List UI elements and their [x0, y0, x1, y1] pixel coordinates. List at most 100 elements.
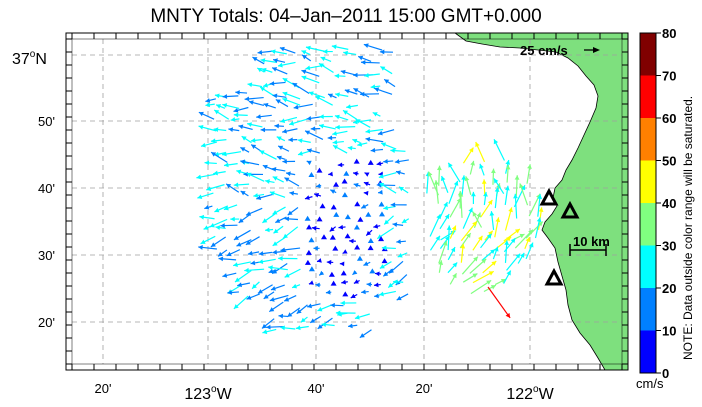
current-vector-head	[472, 211, 478, 217]
current-vector-head	[367, 245, 374, 251]
current-vector-head	[369, 268, 376, 274]
current-vector-head	[280, 325, 285, 331]
current-vector-head	[353, 158, 360, 164]
current-vector-head	[246, 172, 252, 178]
current-vector-head	[306, 160, 312, 166]
current-vector-head	[363, 181, 369, 187]
current-vector-head	[488, 271, 494, 276]
current-vector-head	[318, 63, 324, 68]
current-vector-head	[205, 102, 211, 108]
current-vector-head	[504, 240, 510, 245]
site-triangle-icon	[539, 187, 559, 206]
current-vector-head	[490, 249, 495, 254]
current-vector-head	[301, 50, 307, 55]
current-vector-head	[204, 204, 210, 210]
current-vector-head	[475, 142, 480, 148]
current-vector-head	[333, 145, 339, 150]
current-vector-head	[365, 128, 371, 134]
current-vector-head	[256, 195, 262, 201]
site-triangle-icon	[544, 267, 564, 286]
current-vector-head	[367, 237, 374, 243]
current-vector-head	[341, 192, 348, 198]
current-vector-head	[344, 89, 350, 94]
current-vector-head	[238, 124, 244, 130]
current-vector-head	[458, 192, 464, 197]
current-vector-head	[248, 100, 254, 105]
current-vector-head	[314, 192, 320, 198]
current-vector-head	[506, 270, 511, 276]
current-vector-head	[479, 163, 484, 169]
current-vector-head	[214, 93, 220, 99]
current-vector-head	[241, 136, 247, 141]
current-vector-head	[293, 104, 299, 110]
current-vector-head	[240, 159, 246, 165]
current-vector-head	[340, 270, 347, 276]
current-vector-head	[375, 271, 380, 277]
current-vector-head	[383, 271, 389, 277]
current-vector-head	[468, 207, 473, 213]
current-vector-head	[305, 249, 312, 255]
current-vector-head	[227, 290, 232, 295]
current-vector-head	[247, 250, 253, 256]
current-vector-head	[206, 186, 212, 191]
current-vector-head	[489, 211, 495, 216]
reference-vector-head	[593, 47, 600, 53]
radar-sites	[539, 187, 580, 286]
current-vector-head	[515, 253, 521, 259]
current-vector-head	[222, 273, 228, 278]
current-vector-head	[266, 324, 271, 330]
current-vector-head	[481, 179, 487, 184]
current-vector-head	[384, 79, 390, 84]
current-vector-head	[261, 323, 267, 329]
current-vector-head	[240, 147, 246, 152]
current-vector-head	[491, 261, 497, 266]
current-vector-head	[341, 279, 347, 285]
current-vector-head	[226, 251, 232, 257]
current-vector-head	[505, 312, 511, 318]
current-vector-head	[288, 137, 293, 143]
current-vector-head	[200, 142, 206, 148]
current-vector-head	[235, 90, 240, 95]
reference-vector: 25 cm/s	[520, 43, 600, 58]
current-vector-head	[357, 141, 363, 147]
current-vector-head	[315, 96, 321, 101]
current-vector-head	[216, 104, 222, 109]
current-vector-head	[278, 256, 283, 261]
current-vector-head	[342, 249, 348, 254]
current-vector-head	[269, 81, 275, 86]
current-vector-head	[306, 224, 313, 230]
colorbar-tick-label: 60	[662, 111, 676, 126]
current-vector-head	[282, 159, 287, 164]
current-vector-head	[527, 164, 532, 169]
current-vector-head	[358, 55, 364, 61]
current-vector-head	[438, 260, 444, 266]
current-vector-head	[329, 226, 335, 232]
current-vector-head	[244, 267, 249, 273]
coastline-land	[453, 32, 629, 371]
current-vector-head	[353, 183, 359, 188]
current-vector-head	[352, 270, 358, 275]
current-vector-head	[339, 261, 345, 267]
current-vector-head	[401, 218, 407, 223]
colorbar-tick-label: 70	[662, 69, 676, 84]
current-vector-head	[451, 225, 457, 231]
current-vector-head	[366, 282, 372, 287]
current-vector-head	[344, 233, 351, 239]
y-axis-labels: 37oN 50' 40' 30' 20'	[12, 49, 55, 330]
current-vector-head	[332, 139, 338, 145]
x-label-123w-deg: 123	[184, 386, 211, 403]
current-vector-head	[536, 217, 542, 223]
current-vector-head	[448, 162, 453, 168]
current-vector-head	[317, 324, 323, 329]
current-vector-head	[335, 310, 341, 316]
current-vector-head	[277, 62, 283, 68]
current-vector-head	[529, 242, 534, 248]
current-vector-head	[442, 240, 448, 246]
current-vector-head	[394, 159, 400, 164]
current-vector-head	[364, 72, 369, 78]
current-vector-field	[196, 43, 544, 339]
current-vector-head	[224, 162, 229, 168]
site-triangle-icon	[560, 200, 580, 219]
current-vector-head	[286, 171, 291, 177]
colorbar-tick-label: 0	[662, 366, 669, 381]
